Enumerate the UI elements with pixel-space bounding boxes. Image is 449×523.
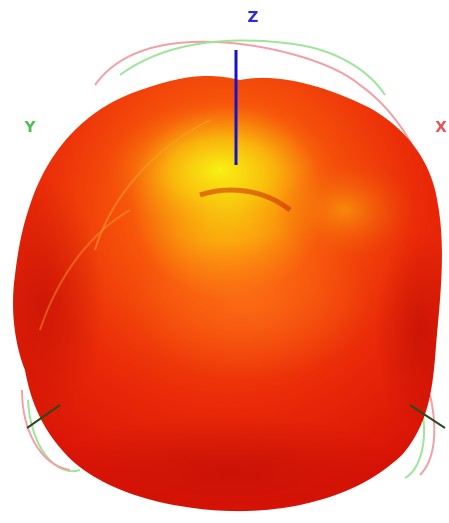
z-axis: Z — [234, 8, 259, 165]
y-axis: Y — [24, 118, 61, 429]
right-shade — [375, 230, 442, 430]
x-axis: X — [409, 118, 447, 429]
surface-green-cut-2 — [39, 209, 131, 331]
x-axis-label: X — [435, 118, 447, 136]
y-axis-label: Y — [24, 118, 37, 136]
red-cut-curve-right — [419, 394, 436, 476]
x-axis-stub — [409, 404, 446, 429]
z-axis-label: Z — [248, 8, 259, 26]
center-warm-region — [130, 220, 370, 380]
radiation-body — [13, 76, 442, 512]
bottom-shade — [50, 415, 410, 512]
surface-green-cut — [94, 119, 211, 251]
red-cut-curve — [94, 40, 436, 201]
red-cut-curve-lower — [21, 389, 71, 471]
y-axis-stub — [26, 404, 61, 429]
green-cut-curve-lower — [27, 399, 81, 473]
green-cut-curve — [119, 39, 386, 96]
surface-dark-ridge — [199, 187, 292, 212]
pattern-cut-curves — [21, 39, 436, 479]
